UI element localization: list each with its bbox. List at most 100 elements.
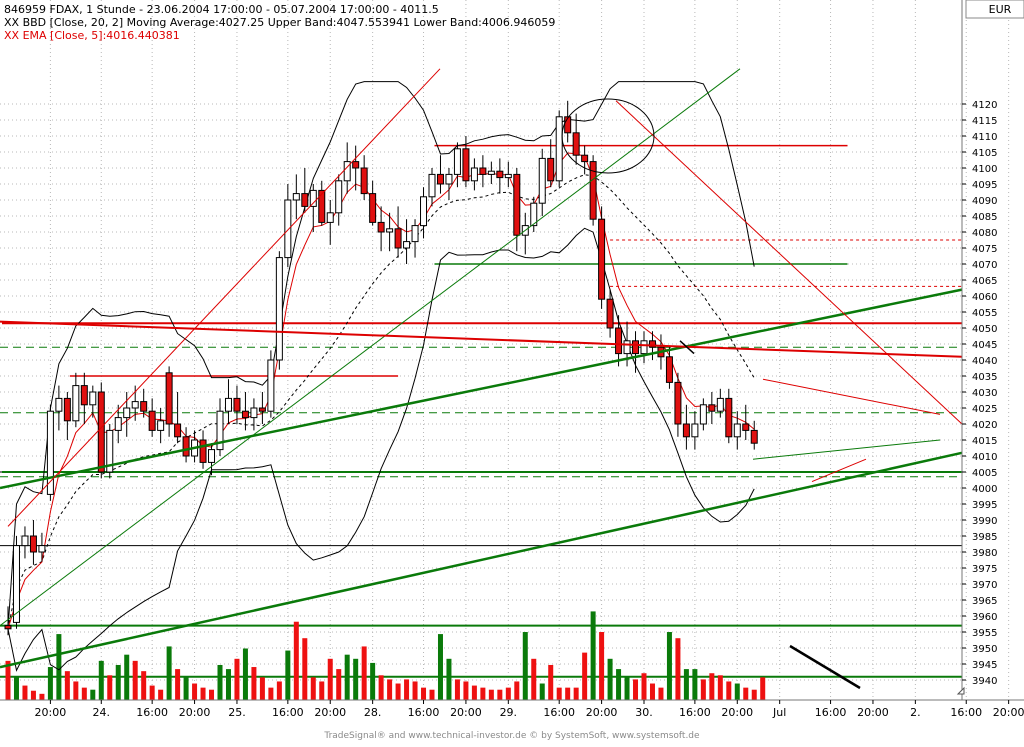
volume-bar: [658, 687, 664, 700]
y-tick-label: 3995: [972, 500, 997, 511]
candle-body: [377, 221, 385, 233]
y-tick-label: 3960: [972, 612, 997, 623]
volume-bar: [573, 687, 579, 700]
candle-body: [513, 173, 521, 236]
volume-bar: [183, 677, 189, 700]
candle-body: [598, 218, 606, 300]
volume-bar: [39, 693, 45, 700]
volume-bar: [81, 687, 87, 700]
candle-body: [97, 391, 105, 473]
y-tick-label: 4095: [972, 180, 997, 191]
candle-body: [496, 170, 504, 179]
x-tick-label: 16:00: [679, 706, 711, 719]
volume-bar: [64, 671, 70, 700]
y-tick-label: 4030: [972, 388, 997, 399]
candle-body: [208, 449, 216, 463]
volume-bar: [90, 689, 96, 700]
volume-bar: [344, 654, 350, 700]
y-tick-label: 4055: [972, 308, 997, 319]
candle-body: [725, 397, 733, 438]
candle-body: [640, 340, 648, 355]
y-tick-label: 4110: [972, 132, 997, 143]
candle-body: [708, 404, 716, 412]
candle-body: [360, 167, 368, 195]
candle-body: [292, 193, 300, 201]
candle-body: [572, 132, 580, 156]
volume-bar: [225, 669, 231, 700]
volume-bar: [726, 681, 732, 700]
volume-bar: [115, 664, 121, 700]
green-support-trendline-2: [0, 451, 963, 669]
red-ascending-channel: [7, 68, 441, 527]
candle-body: [12, 545, 20, 623]
volume-bar: [675, 638, 681, 700]
x-tick-label: 20:00: [35, 706, 67, 719]
volume-bar: [378, 675, 384, 700]
candle-body: [733, 423, 741, 438]
x-tick-label: 30.: [635, 706, 653, 719]
y-tick-label: 4060: [972, 292, 997, 303]
candle-body: [275, 257, 283, 361]
volume-bar: [582, 652, 588, 700]
candle-body: [250, 407, 258, 419]
volume-layer: [5, 611, 766, 700]
green-short-support: [752, 439, 941, 460]
volume-bar: [242, 648, 248, 700]
volume-bar: [700, 679, 706, 700]
candle-body: [632, 340, 640, 355]
candle-body: [589, 161, 597, 220]
candle-body: [411, 225, 419, 243]
x-tick-label: 28.: [364, 706, 382, 719]
candle-body: [420, 196, 428, 227]
volume-bar: [404, 679, 410, 700]
candle-body: [4, 625, 12, 630]
candle-body: [648, 340, 656, 348]
candle-body: [301, 193, 309, 207]
footer-credit: TradeSignal® and www.technical-investor.…: [323, 731, 700, 741]
y-tick-label: 4090: [972, 196, 997, 207]
volume-bar: [259, 677, 265, 700]
candle-body: [623, 340, 631, 355]
candle-body: [470, 167, 478, 182]
x-tick-label: 20:00: [314, 706, 346, 719]
volume-bar: [454, 679, 460, 700]
volume-bar: [649, 683, 655, 700]
candle-body: [445, 173, 453, 185]
candle-body: [89, 391, 97, 406]
candle-body: [487, 170, 495, 175]
volume-bar: [531, 658, 537, 700]
y-tick-label: 3945: [972, 660, 997, 671]
red-descending-channel: [615, 100, 963, 425]
candle-body: [46, 410, 54, 495]
candle-body: [369, 193, 377, 223]
volume-bar: [22, 685, 28, 700]
header-line-3: XX EMA [Close, 5]:4016.440381: [4, 29, 180, 42]
volume-bar: [361, 646, 367, 700]
volume-bar: [641, 673, 647, 700]
volume-bar: [370, 662, 376, 700]
volume-bar: [98, 660, 104, 700]
volume-bar: [607, 658, 613, 700]
candle-body: [343, 161, 351, 182]
y-tick-label: 4005: [972, 468, 997, 479]
y-tick-label: 4010: [972, 452, 997, 463]
x-tick-label: 20:00: [179, 706, 211, 719]
y-tick-label: 4105: [972, 148, 997, 159]
volume-bar: [616, 669, 622, 700]
candle-body: [335, 180, 343, 214]
candle-body: [38, 545, 46, 553]
y-tick-label: 4100: [972, 164, 997, 175]
x-tick-label: 20:00: [857, 706, 889, 719]
candle-body: [114, 417, 122, 431]
candle-body: [352, 161, 360, 169]
candle-body: [241, 410, 249, 419]
volume-bar: [624, 677, 630, 700]
green-thin-trendline: [0, 68, 741, 626]
candle-body: [716, 397, 724, 412]
axis-layer: 3940 3945 3950 3955 3960 3965 3970 3975 3980 3985…: [0, 0, 1024, 719]
resize-grip-icon[interactable]: [956, 686, 965, 695]
x-tick-label: 20:00: [586, 706, 618, 719]
candle-body: [21, 535, 29, 547]
volume-bar: [751, 689, 757, 700]
